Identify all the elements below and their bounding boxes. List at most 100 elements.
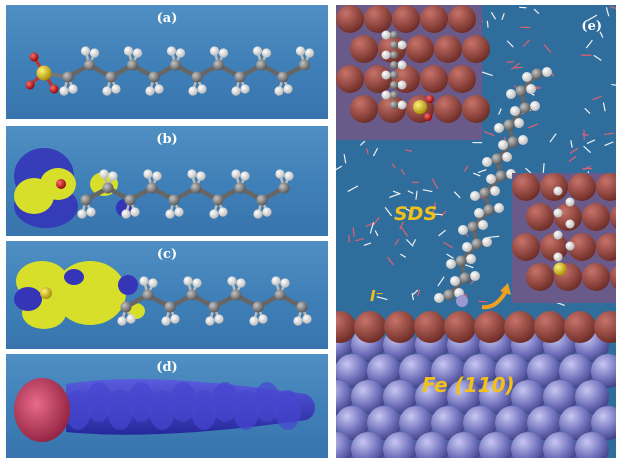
inset-surface-atom <box>350 35 378 63</box>
hydrogen-atom <box>165 209 175 219</box>
hydrogen-atom <box>446 259 456 269</box>
water-molecule <box>394 238 400 246</box>
arrow-icon <box>481 289 508 310</box>
panel-c-label: (c) <box>156 247 178 262</box>
hydrogen-atom <box>274 86 284 96</box>
fe-atom <box>447 432 481 458</box>
water-molecule <box>432 202 436 213</box>
surface-atom <box>564 311 596 343</box>
carbon-atom <box>84 59 95 71</box>
carbon-atom <box>230 289 242 301</box>
carbon-atom <box>186 289 198 301</box>
carbon-atom <box>146 182 158 194</box>
water-molecule <box>483 130 495 137</box>
carbon-atom <box>234 71 246 83</box>
carbon-atom <box>62 71 74 83</box>
water-molecule <box>384 206 393 217</box>
hydrogen-atom <box>121 209 131 219</box>
inset-surface-atom <box>392 5 420 33</box>
water-molecule <box>443 241 453 249</box>
arrow-head-icon <box>500 283 511 295</box>
water-molecule <box>438 229 446 237</box>
fe-surface-label: Fe (110) <box>422 373 515 397</box>
water-molecule <box>369 222 375 234</box>
hydrogen-atom <box>89 48 100 58</box>
electron-density-surface <box>14 378 315 442</box>
carbon-atom <box>208 301 220 313</box>
hydrogen-atom <box>450 276 460 286</box>
hydrogen-atom <box>283 84 293 94</box>
water-molecule <box>363 242 372 246</box>
hydrogen-atom <box>553 252 563 262</box>
lumo-orbital-model <box>14 261 312 329</box>
fe-atom <box>431 406 465 440</box>
hydrogen-atom <box>123 46 134 56</box>
panel-c-lumo: (c) <box>6 241 328 349</box>
hydrogen-atom <box>293 316 303 326</box>
hydrogen-atom <box>68 84 78 94</box>
hydrogen-atom <box>295 46 306 56</box>
carbon-atom <box>277 71 289 83</box>
surface-atom <box>474 311 506 343</box>
inset-surface-atom <box>448 5 476 33</box>
hydrogen-atom <box>252 46 263 56</box>
hydrogen-atom <box>381 30 391 40</box>
lumo-lobe-blue <box>14 287 42 311</box>
inset-surface-atom <box>350 95 378 123</box>
iodide-label: I⁻ <box>370 287 384 305</box>
inset-surface-atom <box>448 65 476 93</box>
water-molecule <box>405 149 413 152</box>
water-molecule <box>506 60 514 63</box>
hydrogen-atom <box>518 135 528 145</box>
panel-e-label: (e) <box>581 19 602 34</box>
water-molecule <box>506 40 514 48</box>
carbon-atom <box>278 182 290 194</box>
carbon-atom <box>102 182 114 194</box>
carbon-atom <box>164 301 176 313</box>
hydrogen-atom <box>111 84 121 94</box>
fe-atom <box>591 406 616 440</box>
hydrogen-atom <box>196 171 206 181</box>
hydrogen-atom <box>209 209 219 219</box>
hydrogen-atom <box>188 86 198 96</box>
inset-surface-atom <box>526 263 554 291</box>
hydrogen-atom <box>397 100 407 110</box>
homo-orbital-model <box>14 148 294 228</box>
hydrogen-atom <box>152 171 162 181</box>
fe-atom <box>527 354 561 388</box>
carbon-atom <box>495 170 507 182</box>
carbon-atom <box>507 136 519 148</box>
hydrogen-atom <box>174 207 184 217</box>
iodide-ion <box>456 295 468 307</box>
water-molecule <box>604 141 614 147</box>
water-molecule <box>487 235 500 239</box>
hydrogen-atom <box>553 208 563 218</box>
water-molecule <box>602 102 606 112</box>
inset-surface-atom <box>582 203 610 231</box>
inset-surface-atom <box>364 5 392 33</box>
water-molecule <box>486 20 489 28</box>
carbon-atom <box>80 194 92 206</box>
carbon-atom <box>503 119 515 131</box>
carbon-atom <box>252 301 264 313</box>
inset-surface-atom <box>406 35 434 63</box>
sds-ball-stick-model <box>25 46 315 96</box>
water-molecule <box>400 253 407 258</box>
hydrogen-atom <box>108 171 118 181</box>
fe-atom <box>415 432 449 458</box>
carbon-atom <box>455 255 467 267</box>
carbon-atom <box>479 187 491 199</box>
panel-a-structure: (a) <box>6 5 328 119</box>
fe-atom <box>495 406 529 440</box>
oxygen-atom <box>426 95 434 103</box>
fe-atom <box>575 380 609 414</box>
carbon-atom <box>390 81 398 89</box>
density-bump <box>149 390 175 430</box>
water-molecule <box>586 139 596 145</box>
carbon-atom <box>515 85 527 97</box>
hydrogen-atom <box>302 314 312 324</box>
surface-atom <box>414 311 446 343</box>
water-molecule <box>524 167 532 174</box>
sulfur-atom <box>40 287 52 299</box>
water-molecule <box>411 293 414 301</box>
